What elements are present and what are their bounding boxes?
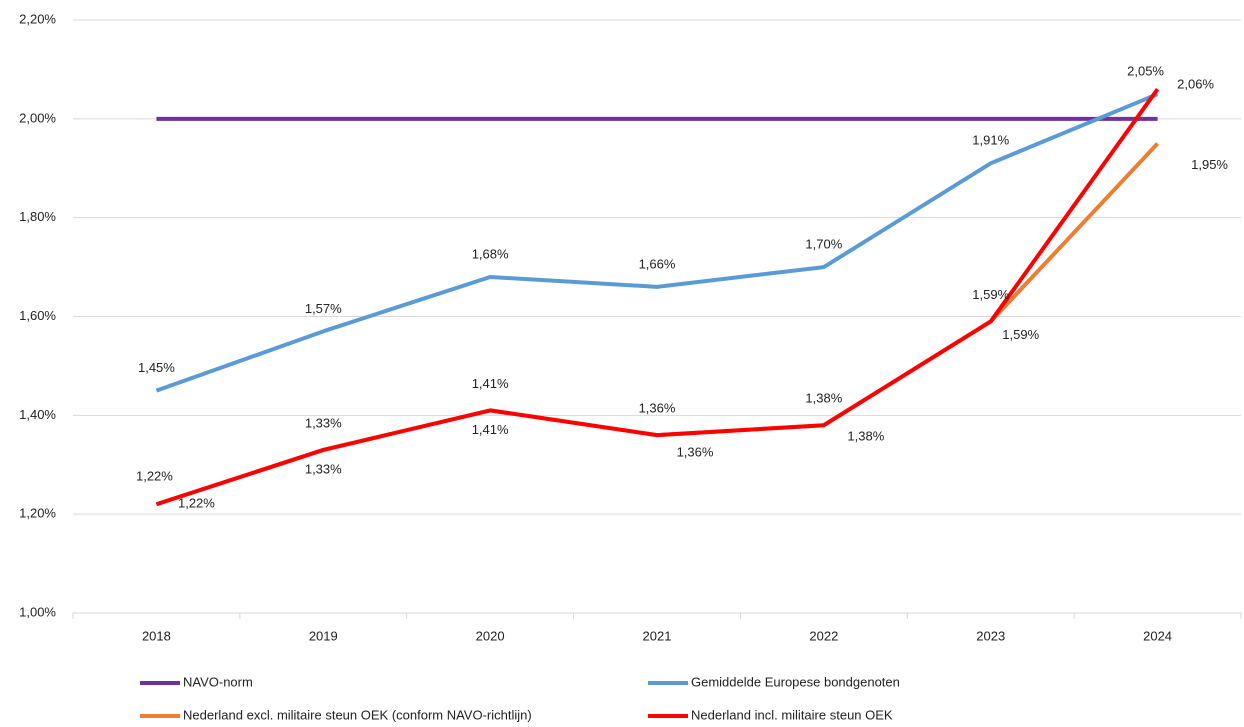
x-tick-label: 2021 xyxy=(643,628,672,643)
x-tick-label: 2024 xyxy=(1143,628,1172,643)
data-label: 1,38% xyxy=(805,391,842,406)
data-label: 1,22% xyxy=(178,496,215,511)
data-label: 1,59% xyxy=(972,287,1009,302)
data-label: 1,41% xyxy=(472,422,509,437)
data-label: 1,57% xyxy=(305,301,342,316)
data-label: 1,36% xyxy=(639,401,676,416)
series-line xyxy=(155,142,1160,507)
data-label: 1,33% xyxy=(305,461,342,476)
y-tick-label: 1,20% xyxy=(19,506,56,521)
series-line xyxy=(155,88,1160,507)
y-tick-label: 2,00% xyxy=(19,110,56,125)
data-label: 1,66% xyxy=(639,256,676,271)
legend-label: Nederland excl. militaire steun OEK (con… xyxy=(183,707,532,722)
data-label: 1,95% xyxy=(1191,157,1228,172)
x-tick-label: 2022 xyxy=(809,628,838,643)
y-tick-label: 1,80% xyxy=(19,209,56,224)
data-label: 1,91% xyxy=(972,133,1009,148)
y-tick-label: 1,60% xyxy=(19,308,56,323)
data-label: 1,38% xyxy=(847,429,884,444)
data-label: 1,70% xyxy=(805,237,842,252)
data-label: 1,41% xyxy=(472,376,509,391)
series-line xyxy=(155,92,1159,393)
data-label: 2,05% xyxy=(1127,64,1164,79)
data-label: 1,33% xyxy=(305,415,342,430)
x-tick-label: 2020 xyxy=(476,628,505,643)
data-label: 1,68% xyxy=(472,246,509,261)
y-tick-label: 1,40% xyxy=(19,407,56,422)
y-tick-label: 1,00% xyxy=(19,604,56,619)
legend-label: NAVO-norm xyxy=(183,674,253,689)
x-tick-label: 2019 xyxy=(309,628,338,643)
legend-label: Gemiddelde Europese bondgenoten xyxy=(691,674,900,689)
legend-label: Nederland incl. militaire steun OEK xyxy=(691,707,893,722)
data-label: 1,36% xyxy=(677,445,714,460)
data-label: 1,45% xyxy=(138,360,175,375)
x-tick-label: 2018 xyxy=(142,628,171,643)
data-label: 1,59% xyxy=(1002,327,1039,342)
y-tick-label: 2,20% xyxy=(19,11,56,26)
data-label: 1,22% xyxy=(136,469,173,484)
x-tick-label: 2023 xyxy=(976,628,1005,643)
data-label: 2,06% xyxy=(1177,77,1214,92)
